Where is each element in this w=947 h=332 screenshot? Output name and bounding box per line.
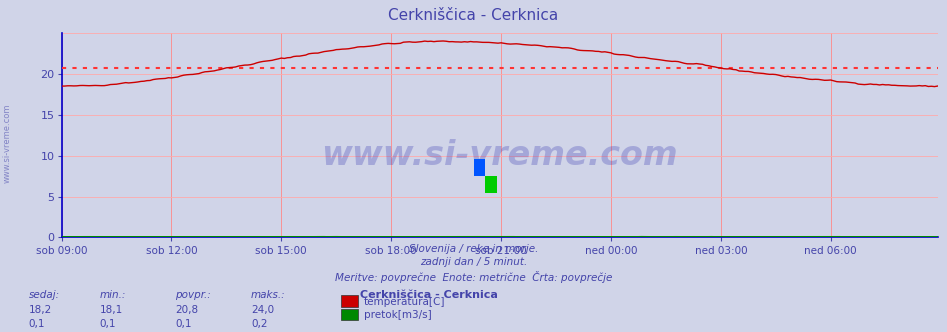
Text: sedaj:: sedaj:: [28, 290, 60, 300]
Bar: [474, 159, 486, 176]
Text: Cerkniščica - Cerknica: Cerkniščica - Cerknica: [388, 8, 559, 23]
Text: 0,1: 0,1: [99, 319, 116, 329]
Text: 0,1: 0,1: [175, 319, 191, 329]
Text: povpr.:: povpr.:: [175, 290, 211, 300]
Text: www.si-vreme.com: www.si-vreme.com: [3, 103, 12, 183]
Text: min.:: min.:: [99, 290, 126, 300]
Text: 0,2: 0,2: [251, 319, 267, 329]
Text: zadnji dan / 5 minut.: zadnji dan / 5 minut.: [420, 257, 527, 267]
Text: temperatura[C]: temperatura[C]: [364, 297, 445, 307]
Text: 18,1: 18,1: [99, 305, 123, 315]
Text: maks.:: maks.:: [251, 290, 286, 300]
Text: 0,1: 0,1: [28, 319, 45, 329]
Text: Cerkniščica - Cerknica: Cerkniščica - Cerknica: [360, 290, 498, 300]
Text: 24,0: 24,0: [251, 305, 274, 315]
Bar: [486, 176, 497, 193]
Text: www.si-vreme.com: www.si-vreme.com: [321, 139, 678, 172]
Text: Slovenija / reke in morje.: Slovenija / reke in morje.: [409, 244, 538, 254]
Text: 18,2: 18,2: [28, 305, 52, 315]
Text: pretok[m3/s]: pretok[m3/s]: [364, 310, 432, 320]
Text: Meritve: povprečne  Enote: metrične  Črta: povprečje: Meritve: povprečne Enote: metrične Črta:…: [335, 271, 612, 283]
Text: 20,8: 20,8: [175, 305, 198, 315]
